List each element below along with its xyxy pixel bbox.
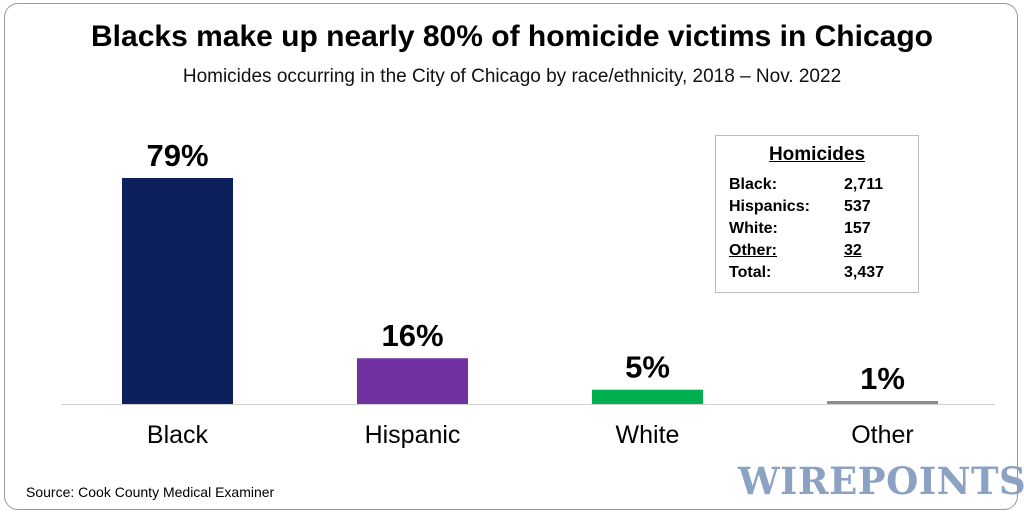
count-label: White: [729, 220, 778, 237]
wirepoints-logo: WIREPOINTS [738, 459, 1024, 503]
source-note: Source: Cook County Medical Examiner [26, 484, 275, 500]
count-label: Total: [729, 264, 772, 281]
count-value: 32 [844, 242, 862, 259]
count-value: 3,437 [844, 264, 885, 281]
x-tick-label: Black [147, 421, 209, 449]
x-tick-label: Hispanic [365, 421, 461, 449]
count-label: Hispanics: [729, 198, 810, 215]
bar-other [827, 401, 938, 404]
count-value: 157 [844, 220, 871, 237]
data-label: 5% [625, 350, 670, 385]
count-label: Other: [729, 242, 777, 259]
count-label: Black: [729, 176, 778, 193]
homicides-box-title: Homicides [768, 144, 866, 165]
bar-hispanic [357, 358, 468, 404]
x-tick-label: Other [851, 421, 914, 449]
bar-white [592, 389, 703, 404]
chart-subtitle: Homicides occurring in the City of Chica… [182, 66, 842, 87]
x-tick-label: White [616, 421, 680, 449]
bar-black [122, 178, 233, 404]
data-label: 16% [381, 318, 443, 353]
data-label: 1% [860, 361, 905, 396]
data-label: 79% [146, 138, 208, 173]
count-value: 2,711 [844, 176, 884, 193]
homicides-count-box: Homicides Black: 2,711 Hispanics: 537 Wh… [715, 135, 919, 293]
count-value: 537 [844, 198, 871, 215]
chart-title: Blacks make up nearly 80% of homicide vi… [91, 20, 933, 53]
